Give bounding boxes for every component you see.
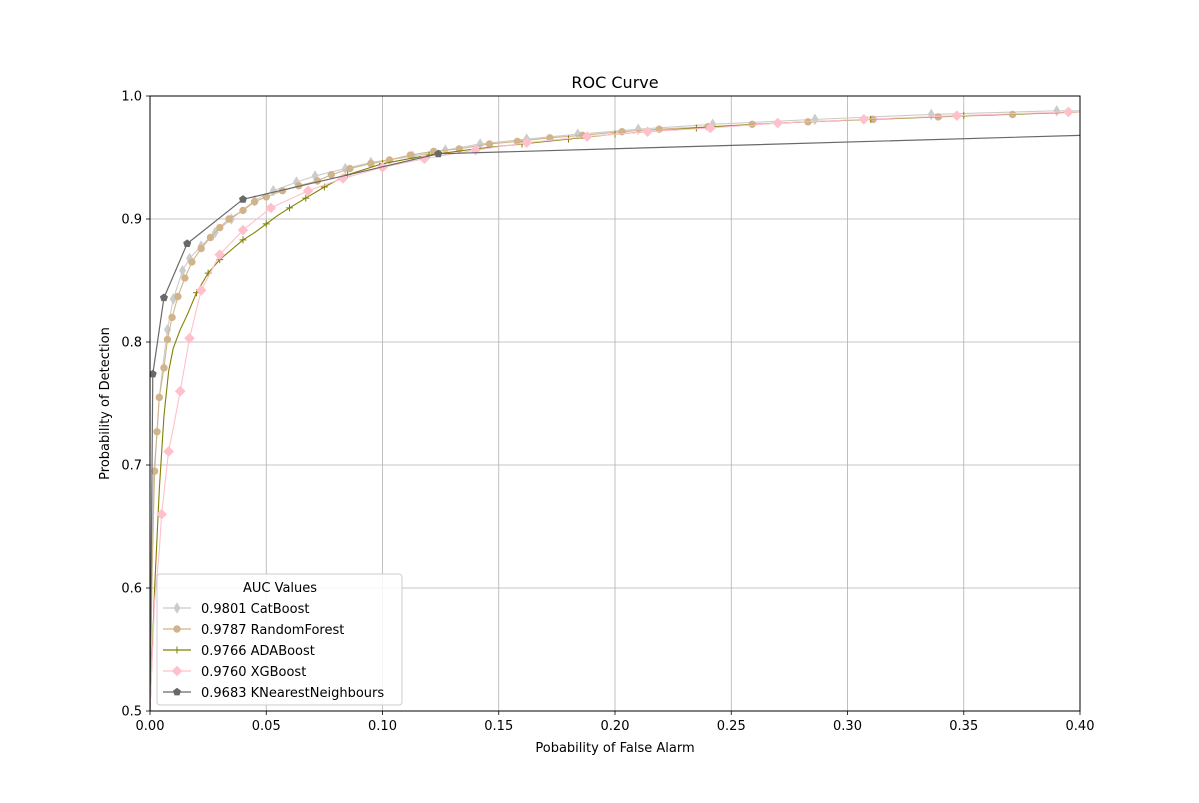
- y-tick-label: 0.5: [121, 705, 142, 720]
- legend-box: [156, 573, 403, 706]
- series-point: [163, 335, 172, 344]
- x-tick-label: 0.20: [601, 719, 630, 734]
- series-point: [238, 195, 248, 203]
- series-point: [183, 239, 192, 248]
- y-tick-label: 0.6: [121, 582, 142, 597]
- series-4: [150, 134, 1080, 711]
- series-point: [197, 244, 205, 253]
- series-point: [346, 164, 354, 173]
- series-point: [188, 258, 196, 266]
- x-axis-label: Pobability of False Alarm: [535, 741, 694, 756]
- legend: AUC Values 0.9801 CatBoost 0.9787 RandomFo…: [156, 573, 403, 706]
- series-point: [160, 364, 168, 372]
- legend-item: 0.9787 RandomForest: [163, 623, 344, 638]
- series-point: [327, 171, 336, 179]
- series-line: [150, 111, 1080, 711]
- series-point: [367, 159, 375, 168]
- series-point: [951, 110, 963, 121]
- series-point: [434, 149, 443, 158]
- series-point: [216, 223, 224, 232]
- legend-label: 0.9683 KNearestNeighbours: [201, 686, 384, 701]
- legend-swatch-marker: [173, 602, 181, 614]
- series-point: [155, 393, 164, 402]
- series-line: [150, 110, 1080, 711]
- series-point: [239, 236, 247, 244]
- series-point: [239, 206, 247, 215]
- legend-swatch-marker: [172, 687, 182, 696]
- series-point: [174, 292, 182, 301]
- legend-label: 0.9760 XGBoost: [201, 665, 306, 680]
- x-tick-label: 0.30: [833, 719, 862, 734]
- x-tick-label: 0.15: [484, 719, 513, 734]
- legend-label: 0.9801 CatBoost: [201, 602, 309, 617]
- series-point: [406, 151, 415, 159]
- series-point: [250, 198, 259, 206]
- axis-ticks: 0.00 0.05 0.10 0.15 0.20 0.25 0.30 0.35 0.40 0.5 0…: [121, 90, 1094, 735]
- series-point: [302, 185, 314, 197]
- x-tick-label: 0.40: [1066, 719, 1095, 734]
- series-point: [206, 233, 215, 242]
- y-tick-label: 1.0: [121, 90, 142, 105]
- series-point: [858, 114, 870, 125]
- x-tick-label: 0.10: [368, 719, 397, 734]
- series-point: [262, 220, 270, 228]
- y-tick-label: 0.9: [121, 213, 142, 228]
- legend-swatch-marker: [173, 646, 181, 654]
- series-point: [174, 385, 186, 397]
- legend-swatch-marker: [171, 665, 183, 677]
- legend-title: AUC Values: [243, 581, 317, 596]
- series-point: [214, 249, 226, 260]
- legend-item: 0.9801 CatBoost: [163, 602, 309, 617]
- series-point: [642, 126, 653, 137]
- series-point: [485, 140, 494, 148]
- series-point: [184, 333, 195, 344]
- series-point: [163, 446, 174, 457]
- x-tick-label: 0.05: [252, 719, 281, 734]
- series-point: [692, 124, 700, 132]
- y-tick-label: 0.8: [121, 336, 142, 351]
- series-point: [237, 224, 249, 236]
- series-point: [772, 117, 784, 129]
- legend-swatch-marker: [173, 625, 181, 633]
- series-point: [168, 313, 176, 322]
- chart-title: ROC Curve: [571, 73, 658, 92]
- series-point: [181, 274, 189, 282]
- x-tick-label: 0.35: [949, 719, 978, 734]
- y-axis-label: Probability of Detection: [98, 327, 113, 480]
- series-point: [225, 215, 233, 223]
- x-tick-label: 0.00: [136, 719, 165, 734]
- series-point: [195, 285, 207, 296]
- y-tick-label: 0.7: [121, 459, 142, 474]
- legend-item: 0.9760 XGBoost: [163, 665, 306, 680]
- series-point: [1063, 106, 1074, 118]
- series-layer: [150, 104, 1080, 711]
- legend-item: 0.9766 ADABoost: [163, 644, 315, 659]
- series-point: [150, 369, 157, 378]
- series-point: [153, 428, 161, 436]
- legend-label: 0.9787 RandomForest: [201, 623, 344, 638]
- series-point: [156, 508, 167, 520]
- series-point: [521, 137, 532, 149]
- series-point: [705, 122, 716, 134]
- series-point: [286, 204, 293, 212]
- x-tick-label: 0.25: [717, 719, 746, 734]
- legend-label: 0.9766 ADABoost: [201, 644, 315, 659]
- series-point: [159, 293, 168, 302]
- series-point: [581, 131, 593, 142]
- series-point: [302, 194, 310, 202]
- series-point: [265, 202, 277, 214]
- series-point: [634, 123, 642, 135]
- legend-item: 0.9683 KNearestNeighbours: [163, 686, 384, 701]
